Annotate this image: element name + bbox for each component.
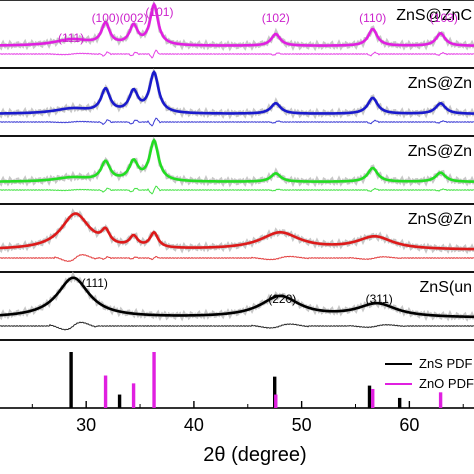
panel-2-sample-label: ZnS@Zn [408,75,472,92]
peak-annotation: (111) [58,31,84,45]
x-tick-label: 40 [184,415,204,435]
panel-4-difference-line [0,253,474,263]
x-tick-label: 30 [76,415,96,435]
panel-1-difference-line [0,49,474,59]
panel-1-fit-line [0,1,474,47]
peak-annotation: (102) [262,11,290,25]
panel-4-sample-label: ZnS@Zn [408,211,472,228]
x-axis-label: 2θ (degree) [203,444,307,466]
legend-label: ZnO PDF [419,376,474,391]
panel-5-difference-line [0,321,474,331]
peak-annotation: (100) [92,11,120,25]
panel-2-observed-data [0,68,474,120]
panel-frame [0,135,474,205]
panel-frame [0,339,474,409]
peak-annotation: (220) [268,292,296,306]
panel-5-fit-line [0,276,474,319]
panel-frame [0,67,474,137]
x-tick-label: 60 [399,415,419,435]
x-tick-label: 50 [292,415,312,435]
legend-label: ZnS PDF [419,356,473,371]
panel-2-fit-line [0,69,474,115]
peak-annotation: (101) [145,5,173,19]
peak-annotation: (110) [359,11,386,25]
peak-annotation: (311) [366,292,393,306]
peak-annotation: (103) [430,11,458,25]
panel-3-difference-line [0,185,474,195]
panel-3-sample-label: ZnS@Zn [408,143,472,160]
peak-annotation: (002) [120,11,148,25]
panel-2-difference-line [0,117,474,127]
panel-1-sample-label: ZnS@ZnC [396,7,472,24]
panel-5-sample-label: ZnS(un [420,279,472,296]
panel-3-fit-line [0,138,474,183]
peak-annotation: (111) [82,276,108,290]
panel-4-fit-line [0,212,474,251]
